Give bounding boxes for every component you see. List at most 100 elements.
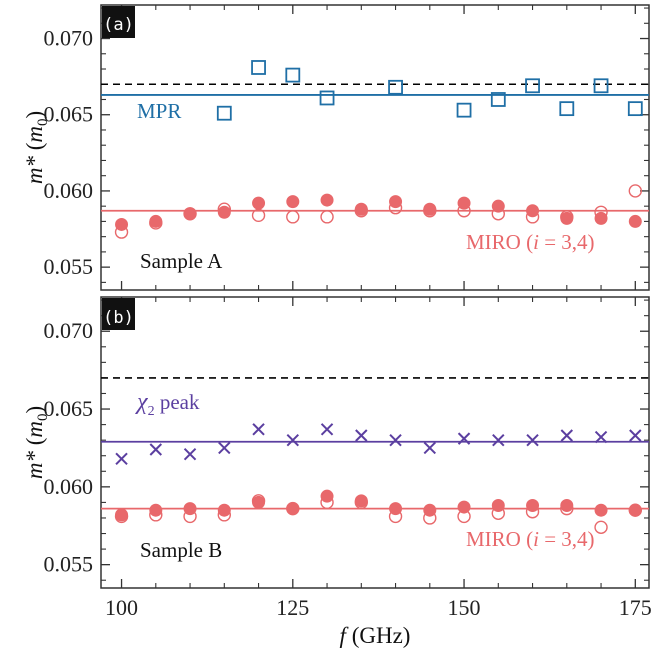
data-point-square: [559, 101, 575, 117]
x-axis-label-part: f: [340, 623, 350, 648]
x-tick-label: 175: [619, 595, 652, 620]
y-axis-label-part: m*: [22, 451, 47, 480]
series-label-part: i: [533, 527, 539, 551]
data-point-open: [114, 509, 129, 524]
data-point-open: [149, 216, 163, 230]
y-axis-label-part: m*: [22, 156, 47, 185]
data-point-open: [388, 201, 403, 215]
data-point-cross: [629, 429, 642, 442]
data-point-square: [216, 105, 232, 121]
y-axis-label-part: ): [22, 111, 47, 119]
y-axis-label: m* (m0): [22, 111, 51, 184]
data-point-open: [354, 204, 368, 218]
y-tick-label: 0.070: [44, 26, 94, 51]
data-point-open: [628, 503, 642, 517]
series-label: MPR: [137, 99, 181, 123]
data-point-square: [490, 92, 506, 107]
data-point-cross: [320, 423, 334, 436]
data-point-open: [423, 511, 437, 525]
y-axis-label-part: (: [22, 438, 47, 451]
data-point-filled: [457, 500, 471, 514]
panel-tag-box: [102, 6, 135, 38]
data-point-square: [627, 101, 643, 117]
data-point-open: [457, 509, 471, 524]
series-label-part: MIRO (: [466, 527, 533, 551]
data-point-open: [183, 207, 197, 221]
series-label-part: 2: [148, 404, 155, 419]
panel-tag-box: [102, 298, 135, 330]
y-axis-label-part: m: [22, 126, 47, 143]
data-point-open: [354, 495, 368, 510]
data-point-filled: [594, 503, 608, 517]
data-point-cross: [389, 433, 402, 447]
data-point-open: [251, 494, 266, 508]
data-point-open: [183, 509, 197, 524]
data-point-open: [423, 204, 437, 218]
data-point-cross: [183, 447, 197, 461]
data-point-open: [628, 184, 642, 198]
data-point-open: [114, 225, 129, 239]
y-axis-label-part: (: [22, 143, 47, 156]
y-tick-label: 0.065: [44, 396, 94, 421]
panel-tag: (a): [103, 15, 134, 35]
data-point-square: [251, 60, 266, 75]
data-point-cross: [457, 432, 471, 445]
data-point-open: [320, 495, 334, 510]
data-point-open: [388, 509, 403, 524]
data-point-open: [560, 210, 574, 224]
y-tick-label: 0.065: [44, 102, 94, 127]
data-point-square: [456, 102, 472, 118]
data-point-open: [525, 505, 540, 519]
data-point-open: [491, 207, 505, 221]
series-label-part: i: [533, 230, 539, 254]
series-label-part: χ: [135, 389, 149, 415]
panel-a: 0.055 0.060 0.065 0.070 MPR MIRO (i = 3,4) (a)…: [22, 4, 650, 291]
data-point-cross: [526, 433, 539, 447]
data-point-open: [560, 501, 574, 516]
y-tick-label: 0.055: [44, 552, 94, 577]
sample-label: Sample A: [140, 249, 223, 273]
y-tick-label: 0.060: [44, 474, 94, 499]
data-point-filled: [320, 193, 334, 207]
data-point-open: [491, 506, 505, 521]
y-tick-label: 0.055: [44, 254, 94, 279]
series-label-part: MIRO (: [466, 230, 533, 254]
data-point-open: [525, 210, 540, 224]
data-point-square: [388, 79, 403, 95]
data-point-open: [217, 202, 232, 216]
data-point-open: [594, 205, 608, 219]
x-axis-label: f (GHz): [340, 623, 411, 648]
data-point-open: [149, 508, 163, 522]
data-point-open: [286, 501, 300, 516]
data-point-open: [286, 210, 300, 224]
series-label-part: MPR: [137, 99, 181, 123]
data-point-cross: [149, 443, 163, 456]
data-point-cross: [286, 433, 300, 447]
data-point-cross: [423, 441, 437, 455]
data-point-filled: [560, 499, 574, 513]
data-point-cross: [252, 423, 265, 436]
y-tick-label: 0.070: [44, 318, 94, 343]
series-label-part: peak: [155, 390, 200, 414]
panel-tag: (b): [103, 308, 134, 328]
series-label-part: = 3,4): [539, 527, 595, 551]
y-axis-label-part: ): [22, 406, 47, 414]
data-point-square: [285, 67, 301, 83]
data-point-cross: [115, 452, 128, 466]
data-point-open: [217, 508, 232, 522]
x-axis-label-part: (GHz): [346, 623, 411, 648]
data-point-filled: [149, 503, 163, 517]
data-point-open: [320, 210, 334, 224]
data-point-open: [457, 204, 471, 218]
data-point-cross: [560, 429, 574, 442]
data-point-filled: [217, 205, 231, 219]
x-tick-label: 100: [105, 595, 138, 620]
series-label: MIRO (i = 3,4): [466, 527, 595, 551]
y-axis-label: m* (m0): [22, 406, 51, 479]
y-axis-label-part: m: [22, 421, 47, 438]
data-point-filled: [286, 195, 300, 209]
data-point-filled: [628, 214, 642, 228]
sample-label: Sample B: [140, 538, 222, 562]
data-point-filled: [252, 196, 266, 210]
data-point-square: [319, 90, 335, 106]
